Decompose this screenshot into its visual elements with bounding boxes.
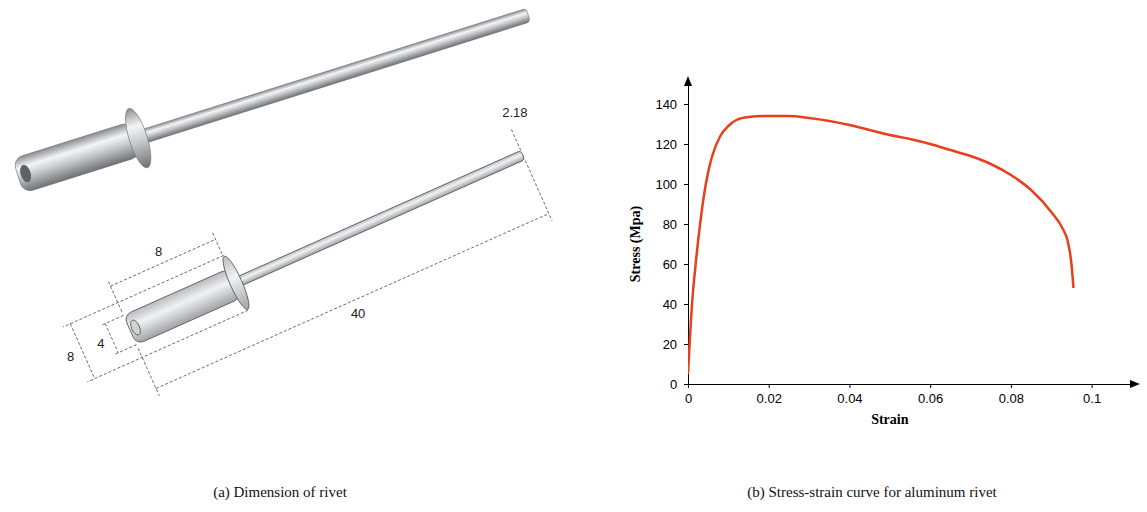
axis-arrow	[684, 76, 692, 86]
dimension-label: 2.18	[502, 105, 527, 120]
tick: 20	[663, 337, 688, 352]
tick-mark	[684, 304, 688, 305]
tick-label: 40	[663, 297, 677, 312]
mandrel-head	[18, 164, 33, 184]
tick-label: 0	[670, 377, 677, 392]
dimension-line	[63, 255, 224, 327]
caption: (b) Stress-strain curve for aluminum riv…	[747, 484, 997, 501]
mandrel	[236, 151, 525, 287]
tick-mark	[688, 384, 689, 388]
tick-mark	[684, 184, 688, 185]
tick-label: 60	[663, 257, 677, 272]
dimension-line	[114, 345, 137, 355]
dimension-line	[105, 324, 118, 353]
rivet-body	[13, 122, 142, 194]
tick-mark	[684, 104, 688, 105]
tick: 120	[655, 137, 688, 152]
tick-mark	[930, 384, 931, 388]
axis-arrow	[1130, 380, 1140, 388]
rivet-body	[123, 269, 241, 345]
tick: 0.08	[999, 384, 1024, 406]
tick: 0.02	[757, 384, 782, 406]
tick: 0.1	[1083, 384, 1101, 406]
mandrel	[138, 8, 530, 144]
dimension-line	[525, 161, 552, 221]
dimension-line	[213, 233, 222, 254]
x-axis-title: Strain	[871, 412, 909, 427]
dimension-line	[110, 239, 215, 286]
dimension-label: 40	[351, 306, 365, 321]
mandrel-head	[129, 319, 143, 337]
tick-label: 20	[663, 337, 677, 352]
caption: (a) Dimension of rivet	[213, 484, 348, 501]
tick: 0	[685, 384, 692, 406]
tick: 0.04	[837, 384, 862, 406]
tick-mark	[684, 384, 688, 385]
tick-label: 80	[663, 217, 677, 232]
tick-label: 0.1	[1083, 391, 1101, 406]
tick-label: 0.08	[999, 391, 1024, 406]
dimension-line	[101, 315, 124, 325]
tick-label: 0.06	[918, 391, 943, 406]
dimension-labels: 8 8 4 40 2.18	[67, 105, 528, 364]
rivet-drawing	[118, 129, 534, 357]
tick: 40	[663, 297, 688, 312]
plot-area	[688, 116, 1073, 374]
x-axis: 0 0.02 0.04 0.06 0.08 0.1	[685, 384, 1133, 406]
dimension-line	[87, 310, 248, 382]
tick-label: 0	[685, 391, 692, 406]
y-axis: 0 20 40 60 80 100 120 140	[655, 85, 688, 392]
y-axis-title: Stress (Mpa)	[628, 205, 644, 282]
tick-mark	[1092, 384, 1093, 388]
dimension-lines	[63, 128, 552, 396]
dimension-label: 4	[97, 336, 104, 351]
dimension-line	[511, 128, 521, 151]
tick-mark	[684, 144, 688, 145]
panel-b: 0 0.02 0.04 0.06 0.08 0.1 0 20 40 60 80 100 120 140 St…	[628, 76, 1140, 501]
tick: 80	[663, 217, 688, 232]
panel-a: 8 8 4 40 2.18 (a) Dimension of rivet	[9, 0, 552, 501]
rivet-flange	[120, 106, 156, 171]
dimension-label: 8	[67, 349, 74, 364]
tick: 100	[655, 177, 688, 192]
axis-line	[689, 384, 1133, 385]
tick-mark	[769, 384, 770, 388]
dimension-line	[108, 280, 122, 312]
tick: 60	[663, 257, 688, 272]
tick-label: 100	[655, 177, 677, 192]
tick: 0	[670, 377, 688, 392]
dimension-label: 8	[155, 244, 162, 259]
dimension-line	[156, 214, 549, 389]
tick-mark	[849, 384, 850, 388]
tick-label: 140	[655, 97, 677, 112]
tick: 140	[655, 97, 688, 112]
rivet-flange	[219, 254, 254, 312]
tick-mark	[684, 264, 688, 265]
tick-mark	[1011, 384, 1012, 388]
rivet-photo	[9, 0, 538, 206]
stress-strain-line	[688, 116, 1073, 374]
tick-mark	[684, 224, 688, 225]
tick-mark	[684, 344, 688, 345]
tick-label: 0.02	[757, 391, 782, 406]
tick-label: 120	[655, 137, 677, 152]
tick: 0.06	[918, 384, 943, 406]
tick-label: 0.04	[837, 391, 862, 406]
